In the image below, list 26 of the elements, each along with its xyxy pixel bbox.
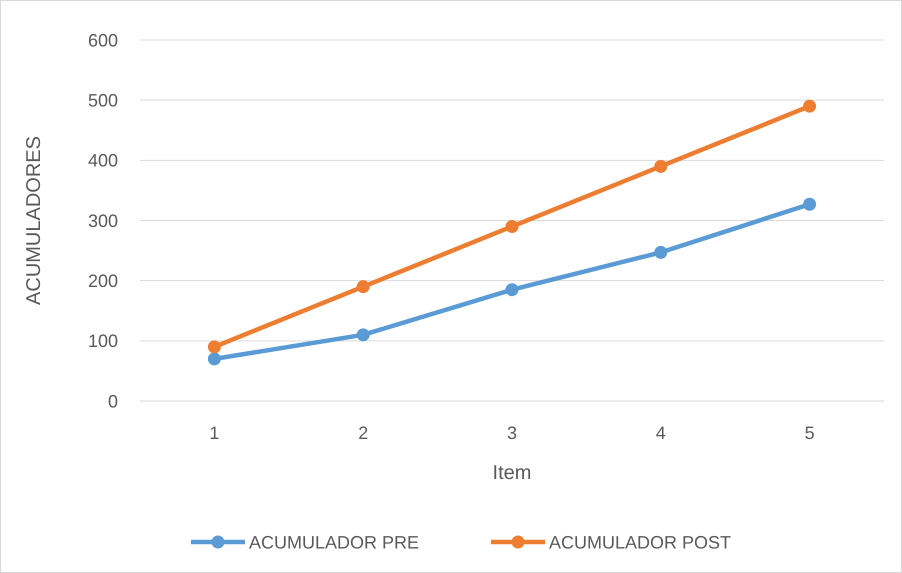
point <box>208 352 221 366</box>
point <box>506 283 518 296</box>
point <box>356 328 370 342</box>
point <box>506 220 518 234</box>
y-tick-label: 300 <box>88 210 118 231</box>
y-tick-label: 600 <box>88 30 118 50</box>
legend-label: ACUMULADOR POST <box>549 532 732 552</box>
x-tick-label: 2 <box>358 423 368 443</box>
point <box>803 100 816 113</box>
x-tick-label: 1 <box>209 423 220 443</box>
x-tick-label: 5 <box>804 423 815 443</box>
legend-label: ACUMULADOR PRE <box>249 532 420 552</box>
x-axis-title: Item <box>492 462 532 484</box>
point <box>803 198 816 211</box>
y-tick-label: 400 <box>88 150 118 171</box>
x-tick-label: 3 <box>506 423 518 443</box>
point <box>356 280 370 294</box>
y-tick-label: 500 <box>88 90 118 110</box>
point <box>208 340 221 354</box>
point <box>654 246 668 259</box>
point <box>654 160 668 173</box>
y-axis-title: ACUMULADORES <box>23 136 45 305</box>
y-tick-label: 0 <box>108 391 118 412</box>
x-tick-label: 4 <box>656 423 666 443</box>
y-tick-label: 200 <box>88 270 118 291</box>
y-tick-label: 100 <box>88 331 118 352</box>
